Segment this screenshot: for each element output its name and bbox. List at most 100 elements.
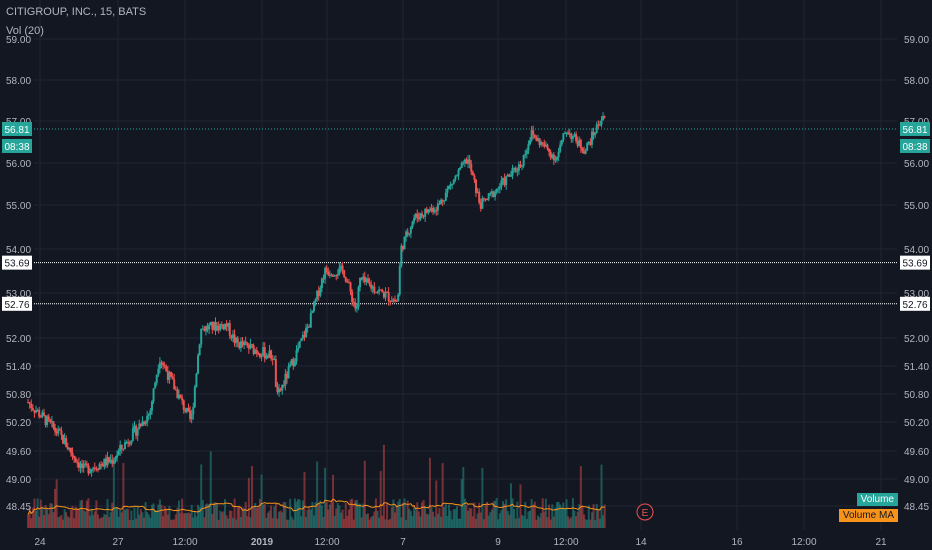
candle-body: [155, 374, 158, 384]
volume-bar: [532, 504, 535, 528]
candle-body: [108, 457, 111, 463]
candle-body: [154, 383, 157, 389]
volume-bar: [497, 519, 500, 528]
candle-body: [363, 276, 366, 283]
candle-body: [96, 469, 99, 471]
candle-body: [392, 299, 395, 302]
candle-body: [311, 310, 314, 313]
candle-body: [328, 274, 331, 276]
candle-body: [71, 452, 74, 456]
legend-volume: Volume: [856, 493, 898, 506]
candle-body: [163, 365, 166, 367]
volume-bar: [162, 516, 165, 528]
candle-body: [371, 286, 374, 289]
candle-body: [505, 176, 508, 186]
candle-body: [536, 138, 539, 141]
volume-bar: [282, 501, 285, 528]
volume-bar: [408, 508, 411, 528]
candle-body: [254, 349, 257, 354]
candle-body: [293, 361, 296, 366]
candle-body: [87, 465, 90, 474]
volume-bar: [368, 519, 371, 528]
candle-body: [482, 198, 485, 200]
candle-body: [47, 416, 50, 420]
volume-bar: [514, 518, 517, 528]
volume-bar: [298, 499, 301, 528]
candle-body: [459, 167, 462, 170]
volume-bar: [343, 518, 346, 528]
candle-body: [117, 450, 120, 456]
volume-bar: [502, 501, 505, 528]
volume-ma-line: [27, 498, 605, 515]
candle-body: [428, 209, 431, 211]
candle-body: [100, 464, 103, 466]
volume-bar: [570, 517, 573, 528]
candle-body: [227, 323, 230, 327]
volume-bar: [475, 518, 478, 528]
volume-bar: [416, 502, 419, 528]
candle-body: [114, 457, 117, 461]
candle-body: [339, 265, 342, 268]
volume-bar: [160, 504, 163, 528]
candle-body: [173, 379, 176, 390]
candle-body: [74, 458, 77, 463]
volume-bar: [563, 508, 566, 528]
candle-body: [413, 218, 416, 222]
volume-bar: [583, 514, 586, 528]
volume-bar: [117, 516, 120, 528]
volume-bar: [503, 503, 506, 528]
candle-body: [123, 442, 126, 450]
candle-body: [200, 328, 203, 345]
volume-bar: [289, 498, 292, 528]
candle-body: [565, 132, 568, 134]
volume-bar: [460, 479, 463, 528]
candle-body: [255, 349, 258, 354]
candle-body: [131, 428, 134, 441]
line-badge-left-bg: [2, 255, 32, 270]
candle-body: [541, 142, 544, 144]
volume-bar: [351, 498, 354, 528]
volume-bar: [384, 519, 387, 528]
y-tick-label-right: 58.00: [904, 76, 929, 87]
candle-body: [378, 289, 381, 292]
candle-body: [403, 236, 406, 250]
volume-bar: [58, 516, 61, 528]
volume-bar: [168, 506, 171, 528]
volume-bar: [60, 514, 63, 528]
candle-body: [419, 213, 422, 220]
volume-bar: [505, 499, 508, 528]
candle-body: [389, 301, 392, 303]
volume-bar: [549, 519, 552, 528]
volume-bar: [346, 516, 349, 528]
volume-bar: [406, 500, 409, 528]
candle-body: [373, 286, 376, 293]
x-axis: 24 27 12:00 2019 12:00 7 9 12:00 14 16 12:00 21: [34, 537, 887, 548]
candle-body: [467, 159, 470, 164]
candle-body: [257, 353, 260, 355]
line-badge-right-bg: [900, 296, 930, 311]
volume-bar: [395, 505, 398, 528]
volume-bar: [567, 516, 570, 528]
volume-bar: [603, 504, 606, 528]
volume-bar: [216, 503, 219, 528]
candle-body: [55, 431, 58, 434]
candle-body: [289, 364, 292, 367]
volume-bar: [300, 516, 303, 528]
y-tick-label-left: 59.00: [6, 35, 31, 46]
volume-bar: [365, 514, 368, 528]
candle-body: [484, 198, 487, 200]
volume-bar: [130, 510, 133, 528]
candle-body: [598, 124, 601, 126]
symbol-title: CITIGROUP, INC., 15, BATS: [6, 6, 147, 18]
volume-bar: [239, 517, 242, 528]
candle-body: [138, 423, 141, 430]
volume-bar: [257, 506, 260, 528]
candle-body: [220, 324, 223, 326]
y-tick-label-right: 52.00: [904, 334, 929, 345]
volume-bar: [301, 500, 304, 528]
candle-body: [414, 213, 417, 219]
volume-bar: [465, 504, 468, 528]
candle-body: [300, 338, 303, 342]
